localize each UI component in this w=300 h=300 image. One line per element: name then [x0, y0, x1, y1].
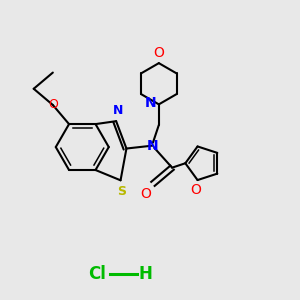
Text: O: O [190, 183, 202, 197]
Text: O: O [141, 187, 152, 201]
Text: O: O [153, 46, 164, 60]
Text: N: N [112, 104, 123, 117]
Text: H: H [139, 265, 152, 283]
Text: N: N [145, 96, 157, 110]
Text: N: N [147, 139, 159, 153]
Text: O: O [48, 98, 58, 112]
Text: Cl: Cl [88, 265, 106, 283]
Text: S: S [118, 185, 127, 198]
